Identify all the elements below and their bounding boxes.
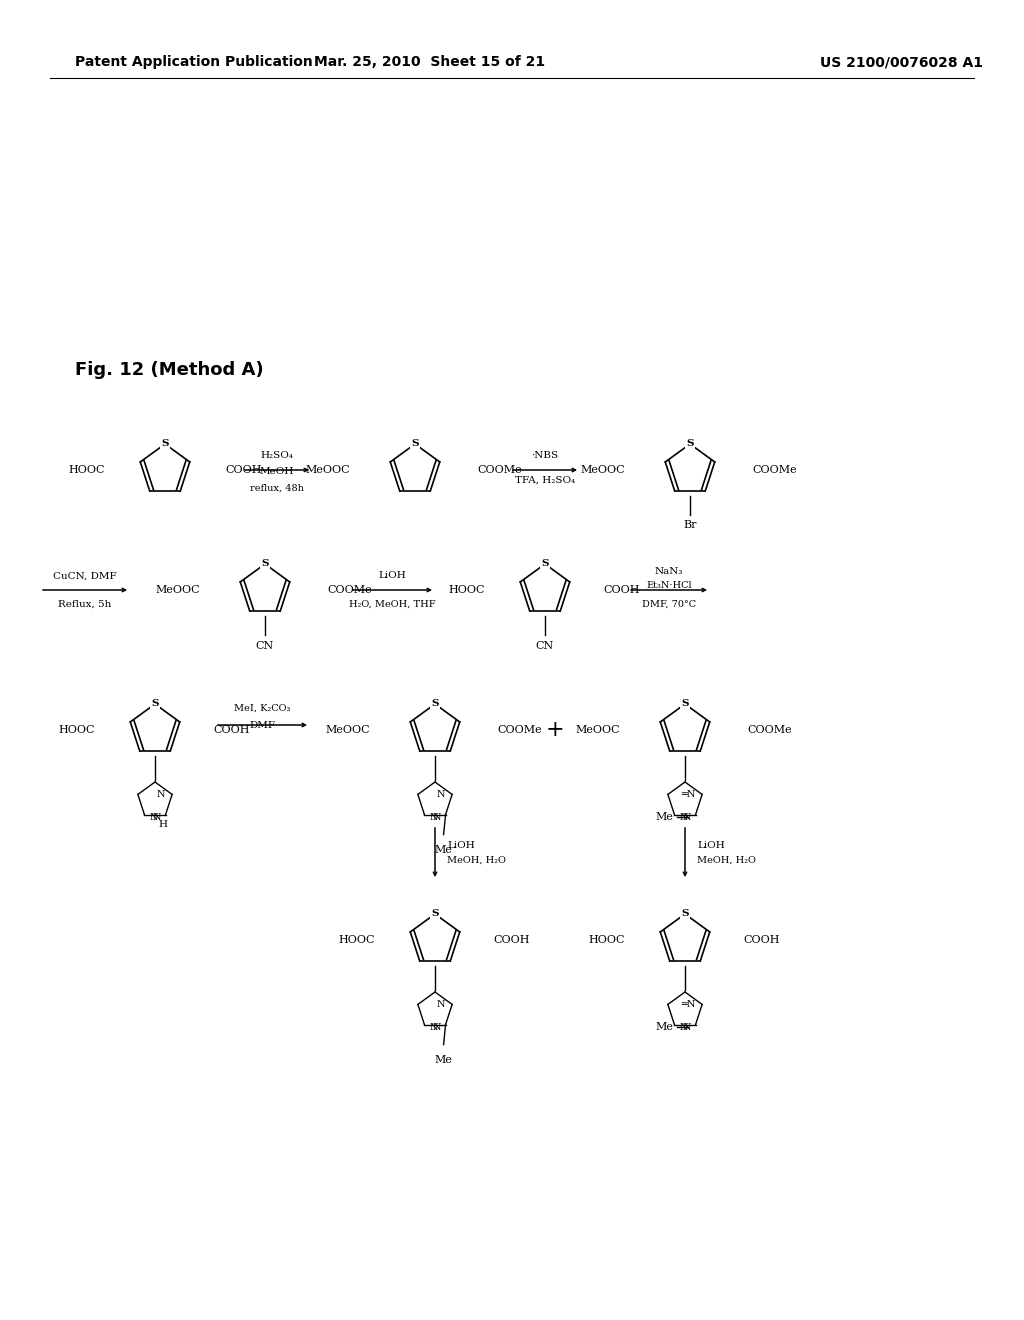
Text: +: + [546, 719, 564, 741]
Text: CN: CN [256, 642, 274, 651]
Text: S: S [161, 440, 169, 449]
Text: S: S [681, 700, 689, 709]
Text: H₂SO₄: H₂SO₄ [260, 451, 294, 461]
Text: COOH: COOH [213, 725, 250, 735]
Text: COOH: COOH [743, 935, 779, 945]
Text: COOMe: COOMe [477, 465, 521, 475]
Text: N: N [429, 1023, 438, 1032]
Text: MeOH, H₂O: MeOH, H₂O [697, 855, 756, 865]
Text: N: N [432, 813, 440, 822]
Text: COOH: COOH [225, 465, 261, 475]
Text: MeOOC: MeOOC [326, 725, 370, 735]
Text: S: S [686, 440, 693, 449]
Text: MeOOC: MeOOC [581, 465, 625, 475]
Text: Mar. 25, 2010  Sheet 15 of 21: Mar. 25, 2010 Sheet 15 of 21 [314, 55, 546, 69]
Text: MeOOC: MeOOC [156, 585, 200, 595]
Text: LiOH: LiOH [378, 572, 406, 581]
Text: N: N [436, 789, 445, 799]
Text: Patent Application Publication: Patent Application Publication [75, 55, 312, 69]
Text: LiOH: LiOH [447, 841, 475, 850]
Text: Fig. 12 (Method A): Fig. 12 (Method A) [75, 360, 263, 379]
Text: S: S [431, 909, 438, 919]
Text: COOH: COOH [603, 585, 640, 595]
Text: US 2100/0076028 A1: US 2100/0076028 A1 [820, 55, 983, 69]
Text: ═N: ═N [681, 1001, 695, 1008]
Text: Me: Me [655, 1022, 674, 1031]
Text: COOMe: COOMe [497, 725, 542, 735]
Text: LiOH: LiOH [697, 841, 725, 850]
Text: Me: Me [434, 845, 453, 854]
Text: HOOC: HOOC [58, 725, 95, 735]
Text: N: N [157, 789, 165, 799]
Text: COOH: COOH [493, 935, 529, 945]
Text: S: S [542, 560, 549, 569]
Text: NaN₃: NaN₃ [654, 568, 683, 577]
Text: CuCN, DMF: CuCN, DMF [53, 572, 117, 581]
Text: COOMe: COOMe [327, 585, 372, 595]
Text: ·NBS: ·NBS [531, 451, 558, 461]
Text: S: S [431, 700, 438, 709]
Text: S: S [261, 560, 268, 569]
Text: ═N: ═N [681, 789, 695, 799]
Text: N: N [153, 813, 161, 822]
Text: N: N [682, 1023, 690, 1032]
Text: N: N [436, 1001, 445, 1008]
Text: H₂O, MeOH, THF: H₂O, MeOH, THF [349, 599, 435, 609]
Text: N: N [429, 813, 438, 822]
Text: N: N [679, 1023, 688, 1032]
Text: Et₃N·HCl: Et₃N·HCl [646, 582, 692, 590]
Text: reflux, 48h: reflux, 48h [250, 483, 304, 492]
Text: TFA, H₂SO₄: TFA, H₂SO₄ [515, 475, 575, 484]
Text: N: N [432, 1023, 440, 1032]
Text: MeI, K₂CO₃: MeI, K₂CO₃ [233, 704, 290, 713]
Text: DMF, 70°C: DMF, 70°C [642, 599, 696, 609]
Text: MeOOC: MeOOC [305, 465, 350, 475]
Text: HOOC: HOOC [69, 465, 105, 475]
Text: H: H [159, 820, 167, 829]
Text: N: N [150, 813, 158, 822]
Text: Reflux, 5h: Reflux, 5h [58, 599, 112, 609]
Text: COOMe: COOMe [752, 465, 797, 475]
Text: HOOC: HOOC [589, 935, 625, 945]
Text: DMF: DMF [249, 721, 275, 730]
Text: Me: Me [434, 1055, 453, 1064]
Text: MeOH: MeOH [260, 467, 294, 477]
Text: Br: Br [683, 520, 696, 531]
Text: MeOOC: MeOOC [575, 725, 620, 735]
Text: N: N [682, 813, 690, 822]
Text: Me: Me [655, 812, 674, 821]
Text: S: S [681, 909, 689, 919]
Text: S: S [152, 700, 159, 709]
Text: S: S [412, 440, 419, 449]
Text: MeOH, H₂O: MeOH, H₂O [447, 855, 506, 865]
Text: HOOC: HOOC [339, 935, 375, 945]
Text: N: N [679, 813, 688, 822]
Text: CN: CN [536, 642, 554, 651]
Text: COOMe: COOMe [746, 725, 792, 735]
Text: HOOC: HOOC [449, 585, 485, 595]
